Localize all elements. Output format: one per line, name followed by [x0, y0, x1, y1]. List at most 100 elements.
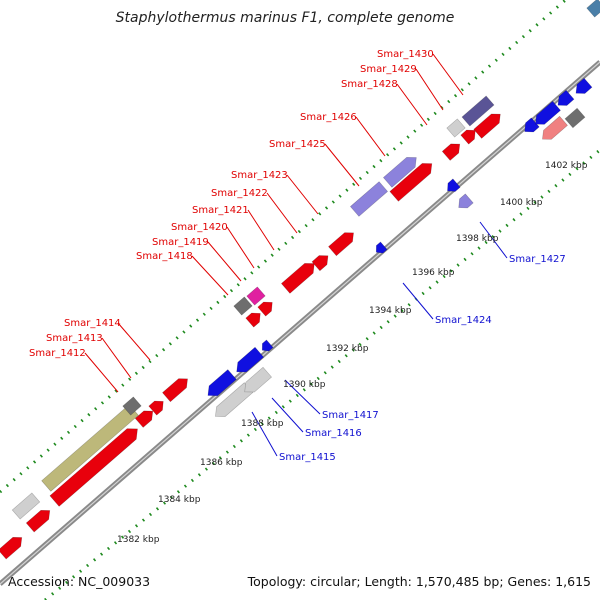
tick-label-1396: 1396 kbp — [412, 268, 455, 278]
gene-label-smar-1426[interactable]: Smar_1426 — [300, 112, 357, 123]
gene-rev-gray-b-shape — [244, 366, 273, 393]
gene-fwd-j-shape — [311, 255, 329, 272]
forward-gene-labels: Smar_1412 Smar_1413 Smar_1414 Smar_1418 … — [29, 49, 434, 359]
gene-rev-lavender — [458, 193, 474, 209]
gene-label-smar-1418[interactable]: Smar_1418 — [136, 251, 193, 262]
gene-fwd-m — [441, 143, 461, 161]
gene-fwd-f — [162, 378, 188, 403]
leader-f4 — [207, 241, 242, 282]
leader-f10 — [355, 116, 386, 157]
leader-f5 — [226, 226, 255, 269]
gene-rev-e-shape — [535, 100, 561, 125]
gene-fwd-c — [49, 428, 138, 507]
gene-fwd-n-shape — [460, 129, 476, 145]
gene-label-smar-1430[interactable]: Smar_1430 — [377, 49, 434, 60]
reverse-gene-labels: Smar_1415 Smar_1416 Smar_1417 Smar_1424 … — [279, 254, 566, 463]
gene-rev-f-shape — [557, 89, 575, 106]
leader-f8 — [286, 174, 319, 215]
gene-fwd-k-shape — [328, 232, 354, 257]
gene-fwd-i-shape — [280, 263, 315, 294]
leader-f13 — [432, 53, 464, 96]
gene-rev-g-shape — [575, 77, 593, 94]
gene-rev-lavender-shape — [458, 193, 474, 209]
gene-label-smar-1423[interactable]: Smar_1423 — [231, 170, 288, 181]
gene-rev-small-b-shape — [375, 241, 388, 254]
backbone-highlight — [0, 61, 600, 585]
gene-fwd-l-shape — [389, 163, 433, 202]
gene-label-smar-1420[interactable]: Smar_1420 — [171, 222, 228, 233]
gene-rev-small-b — [375, 241, 388, 254]
gene-rev-c-shape — [447, 178, 461, 192]
gene-label-smar-1413[interactable]: Smar_1413 — [46, 333, 103, 344]
gene-label-smar-1421[interactable]: Smar_1421 — [192, 205, 249, 216]
gene-fwd-a — [0, 536, 23, 560]
gene-fwd-h — [257, 301, 273, 317]
leader-f12 — [415, 68, 444, 111]
gene-fwd-j — [311, 255, 329, 272]
gene-fwd-o-shape — [473, 113, 501, 139]
dna-backbone — [0, 60, 600, 586]
leader-f7 — [266, 192, 298, 234]
gene-rev-b-shape — [236, 346, 265, 373]
gene-fwd-n — [460, 129, 476, 145]
gene-fwd-lavender-a-shape — [349, 181, 389, 217]
gene-label-smar-1414[interactable]: Smar_1414 — [64, 318, 121, 329]
tick-label-1392: 1392 kbp — [326, 344, 369, 354]
gene-label-smar-1429[interactable]: Smar_1429 — [360, 64, 417, 75]
leader-f6 — [247, 209, 275, 251]
leader-f3 — [191, 255, 229, 296]
tick-label-1386: 1386 kbp — [200, 458, 243, 468]
leader-r1 — [271, 397, 304, 433]
gene-rev-darkgray-shape — [564, 107, 586, 129]
gene-rev-b — [236, 346, 265, 373]
gene-fwd-darkgray-b-shape — [233, 296, 253, 316]
gene-label-smar-1416[interactable]: Smar_1416 — [305, 428, 362, 439]
gene-fwd-b — [25, 509, 51, 533]
gene-rev-small-a-shape — [261, 339, 274, 352]
gene-label-smar-1422[interactable]: Smar_1422 — [211, 188, 268, 199]
tick-label-1400: 1400 kbp — [500, 198, 543, 208]
gene-fwd-b-shape — [25, 509, 51, 533]
gene-fwd-magenta-shape — [246, 286, 266, 306]
tick-label-1402: 1402 kbp — [545, 161, 588, 171]
gene-label-smar-1424[interactable]: Smar_1424 — [435, 315, 492, 326]
tick-label-1384: 1384 kbp — [158, 495, 201, 505]
leader-r3 — [402, 282, 434, 320]
leader-f1 — [101, 337, 132, 379]
gene-label-smar-1425[interactable]: Smar_1425 — [269, 139, 326, 150]
tick-label-1398: 1398 kbp — [456, 234, 499, 244]
gene-label-smar-1417[interactable]: Smar_1417 — [322, 410, 379, 421]
gene-rev-steel — [586, 0, 600, 18]
gene-label-smar-1427[interactable]: Smar_1427 — [509, 254, 566, 265]
gene-rev-gray-b — [244, 366, 273, 393]
label-leader-lines — [84, 53, 508, 457]
gene-rev-d-shape — [524, 117, 540, 133]
gene-fwd-slate-shape — [461, 95, 495, 127]
gene-rev-darkgray — [564, 107, 586, 129]
leader-r4 — [479, 221, 508, 259]
gene-label-smar-1428[interactable]: Smar_1428 — [341, 79, 398, 90]
gene-fwd-i — [280, 263, 315, 294]
tick-label-1394: 1394 kbp — [369, 306, 412, 316]
genome-summary-text: Topology: circular; Length: 1,570,485 bp… — [247, 574, 591, 589]
gene-fwd-h-shape — [257, 301, 273, 317]
gene-fwd-g — [245, 312, 261, 328]
gene-label-smar-1412[interactable]: Smar_1412 — [29, 348, 86, 359]
gene-label-smar-1419[interactable]: Smar_1419 — [152, 237, 209, 248]
gene-fwd-l — [389, 163, 433, 202]
gene-fwd-c-shape — [49, 428, 138, 507]
gene-fwd-gray-a — [11, 492, 41, 520]
gene-rev-f — [557, 89, 575, 106]
gene-fwd-lavender-b-shape — [382, 157, 417, 188]
gene-rev-d — [524, 117, 540, 133]
gene-fwd-f-shape — [162, 378, 188, 403]
gene-fwd-g-shape — [245, 312, 261, 328]
gene-fwd-o — [473, 113, 501, 139]
gene-label-smar-1415[interactable]: Smar_1415 — [279, 452, 336, 463]
gene-rev-a — [207, 369, 237, 397]
gene-fwd-d-shape — [134, 410, 154, 428]
gene-features — [0, 0, 600, 560]
gene-rev-a-shape — [207, 369, 237, 397]
